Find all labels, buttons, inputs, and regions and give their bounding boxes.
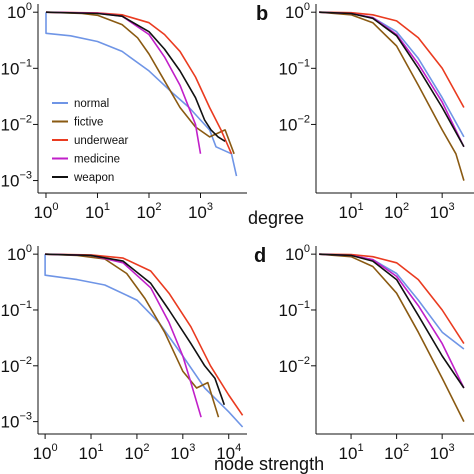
legend: normal fictive underwear medicine weapon: [52, 98, 129, 184]
x-tick-label: 102: [384, 201, 409, 222]
series-underwear-line: [45, 11, 233, 155]
panel-a: 100 101 102 103 100 10−1 10−2 10−3 normal fictive…: [1, 1, 247, 222]
series-weapon-line: [45, 11, 226, 142]
series-fictive-line: [45, 11, 235, 155]
panel-b: 101 102 103 100 10−1 10−2: [279, 1, 474, 222]
panel-letter-b: b: [256, 3, 268, 25]
panel-letter-d: d: [254, 245, 266, 267]
x-tick-label: 103: [430, 201, 455, 222]
legend-label-normal: normal: [74, 98, 109, 110]
panel-c: 100 101 102 103 104 100 10−1 10−2 10−3: [1, 243, 247, 463]
y-tick-label: 10−2: [1, 113, 32, 134]
y-tick-label: 100: [285, 1, 310, 22]
series-normal-line: [45, 12, 238, 177]
legend-label-underwear: underwear: [74, 135, 129, 147]
x-tick-label: 102: [124, 442, 149, 463]
series-normal-line: [319, 253, 465, 350]
y-tick-label: 10−1: [1, 299, 32, 320]
series-underwear-line: [45, 253, 244, 416]
series-medicine-line: [45, 11, 202, 154]
legend-label-fictive: fictive: [74, 117, 103, 129]
y-tick-label: 10−1: [1, 57, 32, 78]
x-tick-label: 103: [430, 442, 455, 463]
legend-label-weapon: weapon: [73, 172, 114, 184]
y-tick-label: 10−1: [279, 299, 310, 320]
series-underwear-line: [319, 253, 465, 345]
y-tick-label: 100: [7, 1, 32, 22]
x-axis-label-degree: degree: [248, 208, 304, 228]
y-tick-label: 10−2: [279, 355, 310, 376]
x-tick-label: 102: [136, 201, 161, 222]
series-weapon-line: [319, 11, 465, 148]
series-underwear-line: [319, 11, 465, 108]
x-tick-label: 103: [170, 442, 195, 463]
x-tick-label: 104: [216, 442, 241, 463]
y-tick-label: 10−2: [279, 113, 310, 134]
series-fictive-line: [319, 11, 465, 181]
y-tick-label: 10−3: [1, 170, 32, 191]
y-tick-label: 100: [285, 243, 310, 264]
legend-label-medicine: medicine: [74, 154, 120, 166]
x-tick-label: 101: [339, 442, 364, 463]
x-tick-label: 100: [33, 442, 58, 463]
x-tick-label: 101: [339, 201, 364, 222]
y-tick-label: 10−2: [1, 355, 32, 376]
series-weapon-line: [319, 253, 465, 389]
series-fictive-line: [319, 253, 465, 422]
x-tick-label: 101: [85, 201, 110, 222]
y-tick-label: 100: [7, 243, 32, 264]
x-tick-label: 103: [188, 201, 213, 222]
y-tick-label: 10−3: [1, 411, 32, 432]
x-axis-label-node-strength: node strength: [214, 454, 324, 474]
y-tick-label: 10−1: [279, 57, 310, 78]
series-medicine-line: [319, 253, 465, 389]
series-weapon-line: [45, 253, 226, 406]
x-tick-label: 100: [33, 201, 58, 222]
panel-d: 101 102 103 100 10−1 10−2: [279, 243, 474, 463]
x-tick-label: 101: [78, 442, 103, 463]
series-normal-line: [44, 254, 244, 428]
x-tick-label: 102: [384, 442, 409, 463]
series-fictive-line: [45, 253, 220, 418]
